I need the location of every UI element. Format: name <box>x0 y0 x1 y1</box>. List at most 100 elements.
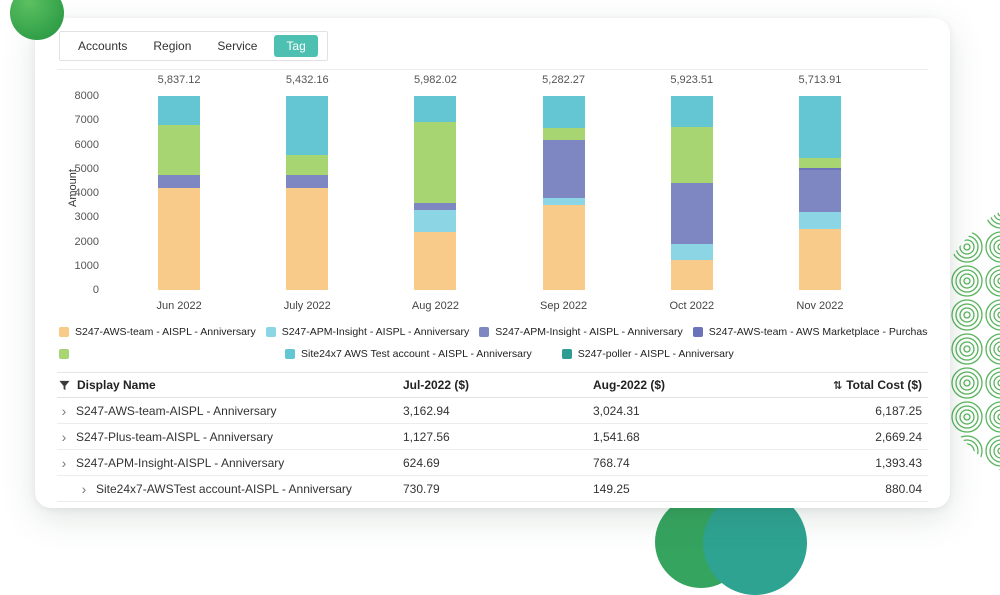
bar-segment[interactable] <box>286 188 329 290</box>
total-value: 1,393.43 <box>875 455 922 470</box>
bar-segment[interactable] <box>542 197 585 206</box>
tab-tag[interactable]: Tag <box>274 35 318 57</box>
bar-group: 5,432.16 July 2022 <box>243 72 371 316</box>
total-value: 6,187.25 <box>875 403 922 418</box>
aug-value: 3,024.31 <box>593 403 640 418</box>
bar-segment[interactable] <box>414 231 457 290</box>
y-axis-tick: 3000 <box>74 211 99 224</box>
jul-value: 3,162.94 <box>403 403 450 418</box>
legend-swatch <box>285 349 295 359</box>
legend-item[interactable]: S247-APM-Insight - AISPL - Anniversary <box>479 326 683 338</box>
row-name: S247-APM-Insight-AISPL - Anniversary <box>76 455 285 470</box>
bar-segment[interactable] <box>798 158 841 168</box>
expand-chevron-icon[interactable]: › <box>81 481 87 496</box>
bar-segment[interactable] <box>158 125 201 175</box>
expand-chevron-icon[interactable]: › <box>61 455 67 470</box>
table-header-row: Display Name Jul-2022 ($) Aug-2022 ($) ⇅… <box>57 372 928 398</box>
bar-segment[interactable] <box>414 96 457 123</box>
bar-segment[interactable] <box>670 96 713 128</box>
bar-segment[interactable] <box>542 205 585 290</box>
tab-service[interactable]: Service <box>217 39 258 53</box>
chart-legend: S247-AWS-team - AISPL - Anniversary S247-… <box>57 322 928 364</box>
legend-item[interactable]: S247-poller - AISPL - Anniversary <box>561 348 734 360</box>
table-row[interactable]: › S247-Plus-team-AISPL - Anniversary 1,1… <box>57 424 928 450</box>
display-name-cell: › Site24x7-AWSTest account-AISPL - Anniv… <box>57 482 403 496</box>
tab-region[interactable]: Region <box>153 39 192 53</box>
sort-icon[interactable]: ⇅ <box>833 379 843 392</box>
bar-group: 5,982.02 Aug 2022 <box>371 72 499 316</box>
column-header-total-cost[interactable]: ⇅ Total Cost ($) <box>778 378 928 392</box>
x-axis-label: Oct 2022 <box>669 300 715 312</box>
filter-icon[interactable] <box>59 380 70 391</box>
bar-segment[interactable] <box>158 174 201 189</box>
y-axis-tick: 5000 <box>74 162 99 175</box>
legend-item[interactable]: S247-APM-Insight - AISPL - Anniversary <box>265 326 470 338</box>
tab-accounts[interactable]: Accounts <box>78 39 128 53</box>
legend-label: S247-APM-Insight - AISPL - Anniversary <box>281 326 470 338</box>
tabs-divider <box>57 69 928 70</box>
bar-segment[interactable] <box>798 167 841 170</box>
bar-segment[interactable] <box>670 183 713 244</box>
total-value: 880.04 <box>885 481 922 496</box>
bar-segment[interactable] <box>286 154 329 175</box>
table-row[interactable]: › S247-APM-Insight-AISPL - Anniversary 6… <box>57 450 928 476</box>
table-row[interactable]: › S247-AWS-team-AISPL - Anniversary 3,16… <box>57 398 928 424</box>
row-name: S247-AWS-team-AISPL - Anniversary <box>76 403 277 418</box>
stacked-bar-chart: Amount 0 1000 2000 3000 4000 5000 6000 7000 8000… <box>57 72 928 316</box>
bar-total-label: 5,837.12 <box>157 74 201 86</box>
bar-segment[interactable] <box>798 169 841 212</box>
bar-group: 5,282.27 Sep 2022 <box>500 72 628 316</box>
total-value: 2,669.24 <box>875 429 922 444</box>
bar-segment[interactable] <box>158 96 201 126</box>
bar-segment[interactable] <box>670 243 713 260</box>
legend-swatch <box>59 349 69 359</box>
view-tabs: Accounts Region Service Tag <box>59 31 328 61</box>
cost-dashboard-card: Accounts Region Service Tag Amount 0 1000… <box>35 18 950 508</box>
jul-value: 730.79 <box>403 481 440 496</box>
bar-segment[interactable] <box>670 127 713 184</box>
legend-swatch <box>479 327 490 337</box>
legend-swatch <box>265 327 276 337</box>
bar-segment[interactable] <box>414 122 457 203</box>
legend-item[interactable]: Site24x7 AWS Test account - AISPL - Anni… <box>285 348 532 360</box>
y-axis: 0 1000 2000 3000 4000 5000 6000 7000 8000 <box>57 72 103 316</box>
stacked-bar <box>414 96 457 290</box>
bar-total-label: 5,982.02 <box>414 74 457 86</box>
bar-segment[interactable] <box>798 228 841 290</box>
bar-segment[interactable] <box>286 96 329 155</box>
y-axis-tick: 0 <box>92 284 99 296</box>
stacked-bar <box>542 96 585 290</box>
bar-total-label: 5,713.91 <box>798 74 842 86</box>
cost-table: Display Name Jul-2022 ($) Aug-2022 ($) ⇅… <box>57 372 928 502</box>
bar-segment[interactable] <box>670 259 713 290</box>
bar-segment[interactable] <box>286 174 329 189</box>
legend-swatch <box>59 327 69 337</box>
expand-chevron-icon[interactable]: › <box>61 403 67 418</box>
legend-item[interactable] <box>59 349 75 359</box>
display-name-cell: › S247-AWS-team-AISPL - Anniversary <box>57 404 403 418</box>
bar-segment[interactable] <box>158 188 201 290</box>
y-axis-tick: 8000 <box>74 90 99 102</box>
bar-segment[interactable] <box>798 211 841 229</box>
bar-segment[interactable] <box>414 210 457 232</box>
expand-chevron-icon[interactable]: › <box>61 429 67 444</box>
column-header-aug[interactable]: Aug-2022 ($) <box>593 378 666 392</box>
legend-item[interactable]: S247-AWS-team - AWS Marketplace - Purcha… <box>692 326 928 338</box>
plot-area: 5,837.12 Jun 2022 5,432.16 July 2022 5,982.0… <box>115 72 884 316</box>
bar-segment[interactable] <box>542 96 585 128</box>
bar-segment[interactable] <box>798 96 841 159</box>
table-row[interactable]: › Site24x7-AWSTest account-AISPL - Anniv… <box>57 476 928 502</box>
bar-segment[interactable] <box>542 127 585 140</box>
bar-segment[interactable] <box>414 202 457 210</box>
bar-segment[interactable] <box>542 139 585 198</box>
y-axis-tick: 1000 <box>74 259 99 272</box>
column-header-jul[interactable]: Jul-2022 ($) <box>403 378 470 392</box>
x-axis-label: Nov 2022 <box>796 300 844 312</box>
stacked-bar <box>798 96 841 290</box>
y-axis-tick: 4000 <box>74 187 99 199</box>
legend-item[interactable]: S247-AWS-team - AISPL - Anniversary <box>59 326 256 338</box>
bar-group: 5,713.91 Nov 2022 <box>756 72 884 316</box>
display-name-cell: › S247-Plus-team-AISPL - Anniversary <box>57 430 403 444</box>
y-axis-tick: 6000 <box>74 138 99 151</box>
column-header-display-name[interactable]: Display Name <box>57 378 403 392</box>
